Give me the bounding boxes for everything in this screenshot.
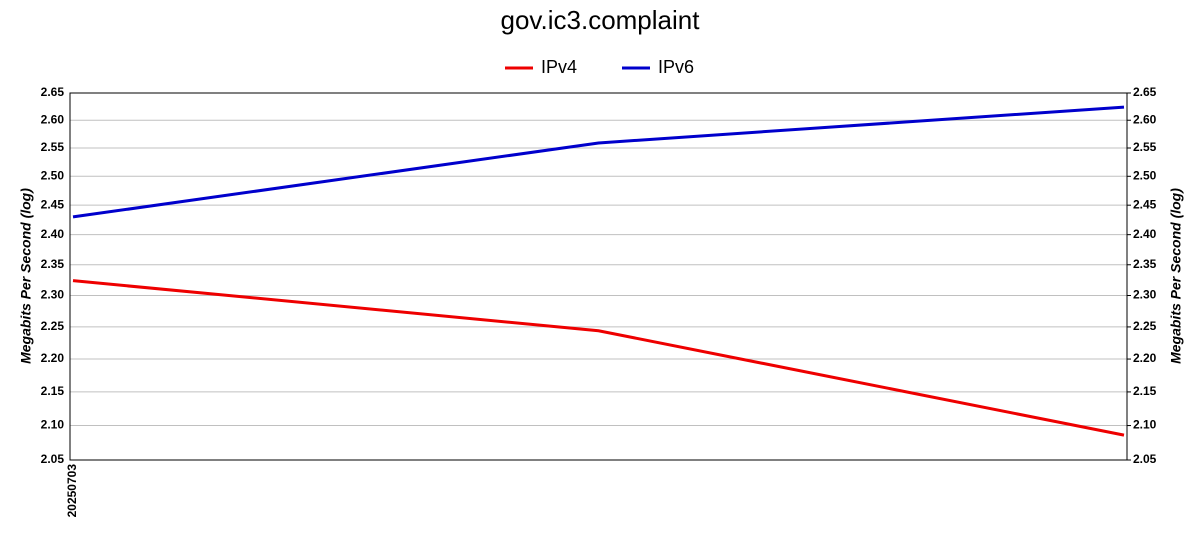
y-tick-label: 2.65 — [41, 85, 65, 99]
y2-tick-label: 2.40 — [1133, 227, 1157, 241]
y2-tick-label: 2.55 — [1133, 140, 1157, 154]
y-tick-label: 2.30 — [41, 288, 65, 302]
plot-frame — [69, 92, 1128, 461]
y2-tick-label: 2.10 — [1133, 418, 1157, 432]
y2-tick-label: 2.20 — [1133, 351, 1157, 365]
legend-label: IPv4 — [541, 57, 577, 77]
line — [72, 105, 1125, 219]
y2-tick-label: 2.05 — [1133, 452, 1157, 466]
line — [72, 279, 1125, 437]
y-tick-label: 2.55 — [41, 140, 65, 154]
y2-tick-label: 2.25 — [1133, 319, 1157, 333]
x-tick-label: 20250703 — [65, 464, 79, 518]
y-tick-label: 2.20 — [41, 351, 65, 365]
y2-tick-label: 2.30 — [1133, 288, 1157, 302]
y-tick-label: 2.15 — [41, 384, 65, 398]
y-tick-label: 2.60 — [41, 112, 65, 126]
y-axis-title: Megabits Per Second (log) — [18, 188, 34, 364]
y2-tick-label: 2.60 — [1133, 112, 1157, 126]
y2-tick-label: 2.45 — [1133, 197, 1157, 211]
y2-tick-label: 2.50 — [1133, 168, 1157, 182]
y-tick-label: 2.45 — [41, 197, 65, 211]
y-tick-label: 2.10 — [41, 418, 65, 432]
y2-tick-label: 2.35 — [1133, 257, 1157, 271]
y-tick-label: 2.05 — [41, 452, 65, 466]
y2-tick-label: 2.65 — [1133, 85, 1157, 99]
chart-title: gov.ic3.complaint — [501, 5, 701, 35]
y-tick-label: 2.40 — [41, 227, 65, 241]
y-tick-label: 2.50 — [41, 168, 65, 182]
y2-tick-label: 2.15 — [1133, 384, 1157, 398]
y-tick-label: 2.25 — [41, 319, 65, 333]
y-tick-label: 2.35 — [41, 257, 65, 271]
y2-axis-title: Megabits Per Second (log) — [1168, 188, 1184, 364]
legend-label: IPv6 — [658, 57, 694, 77]
